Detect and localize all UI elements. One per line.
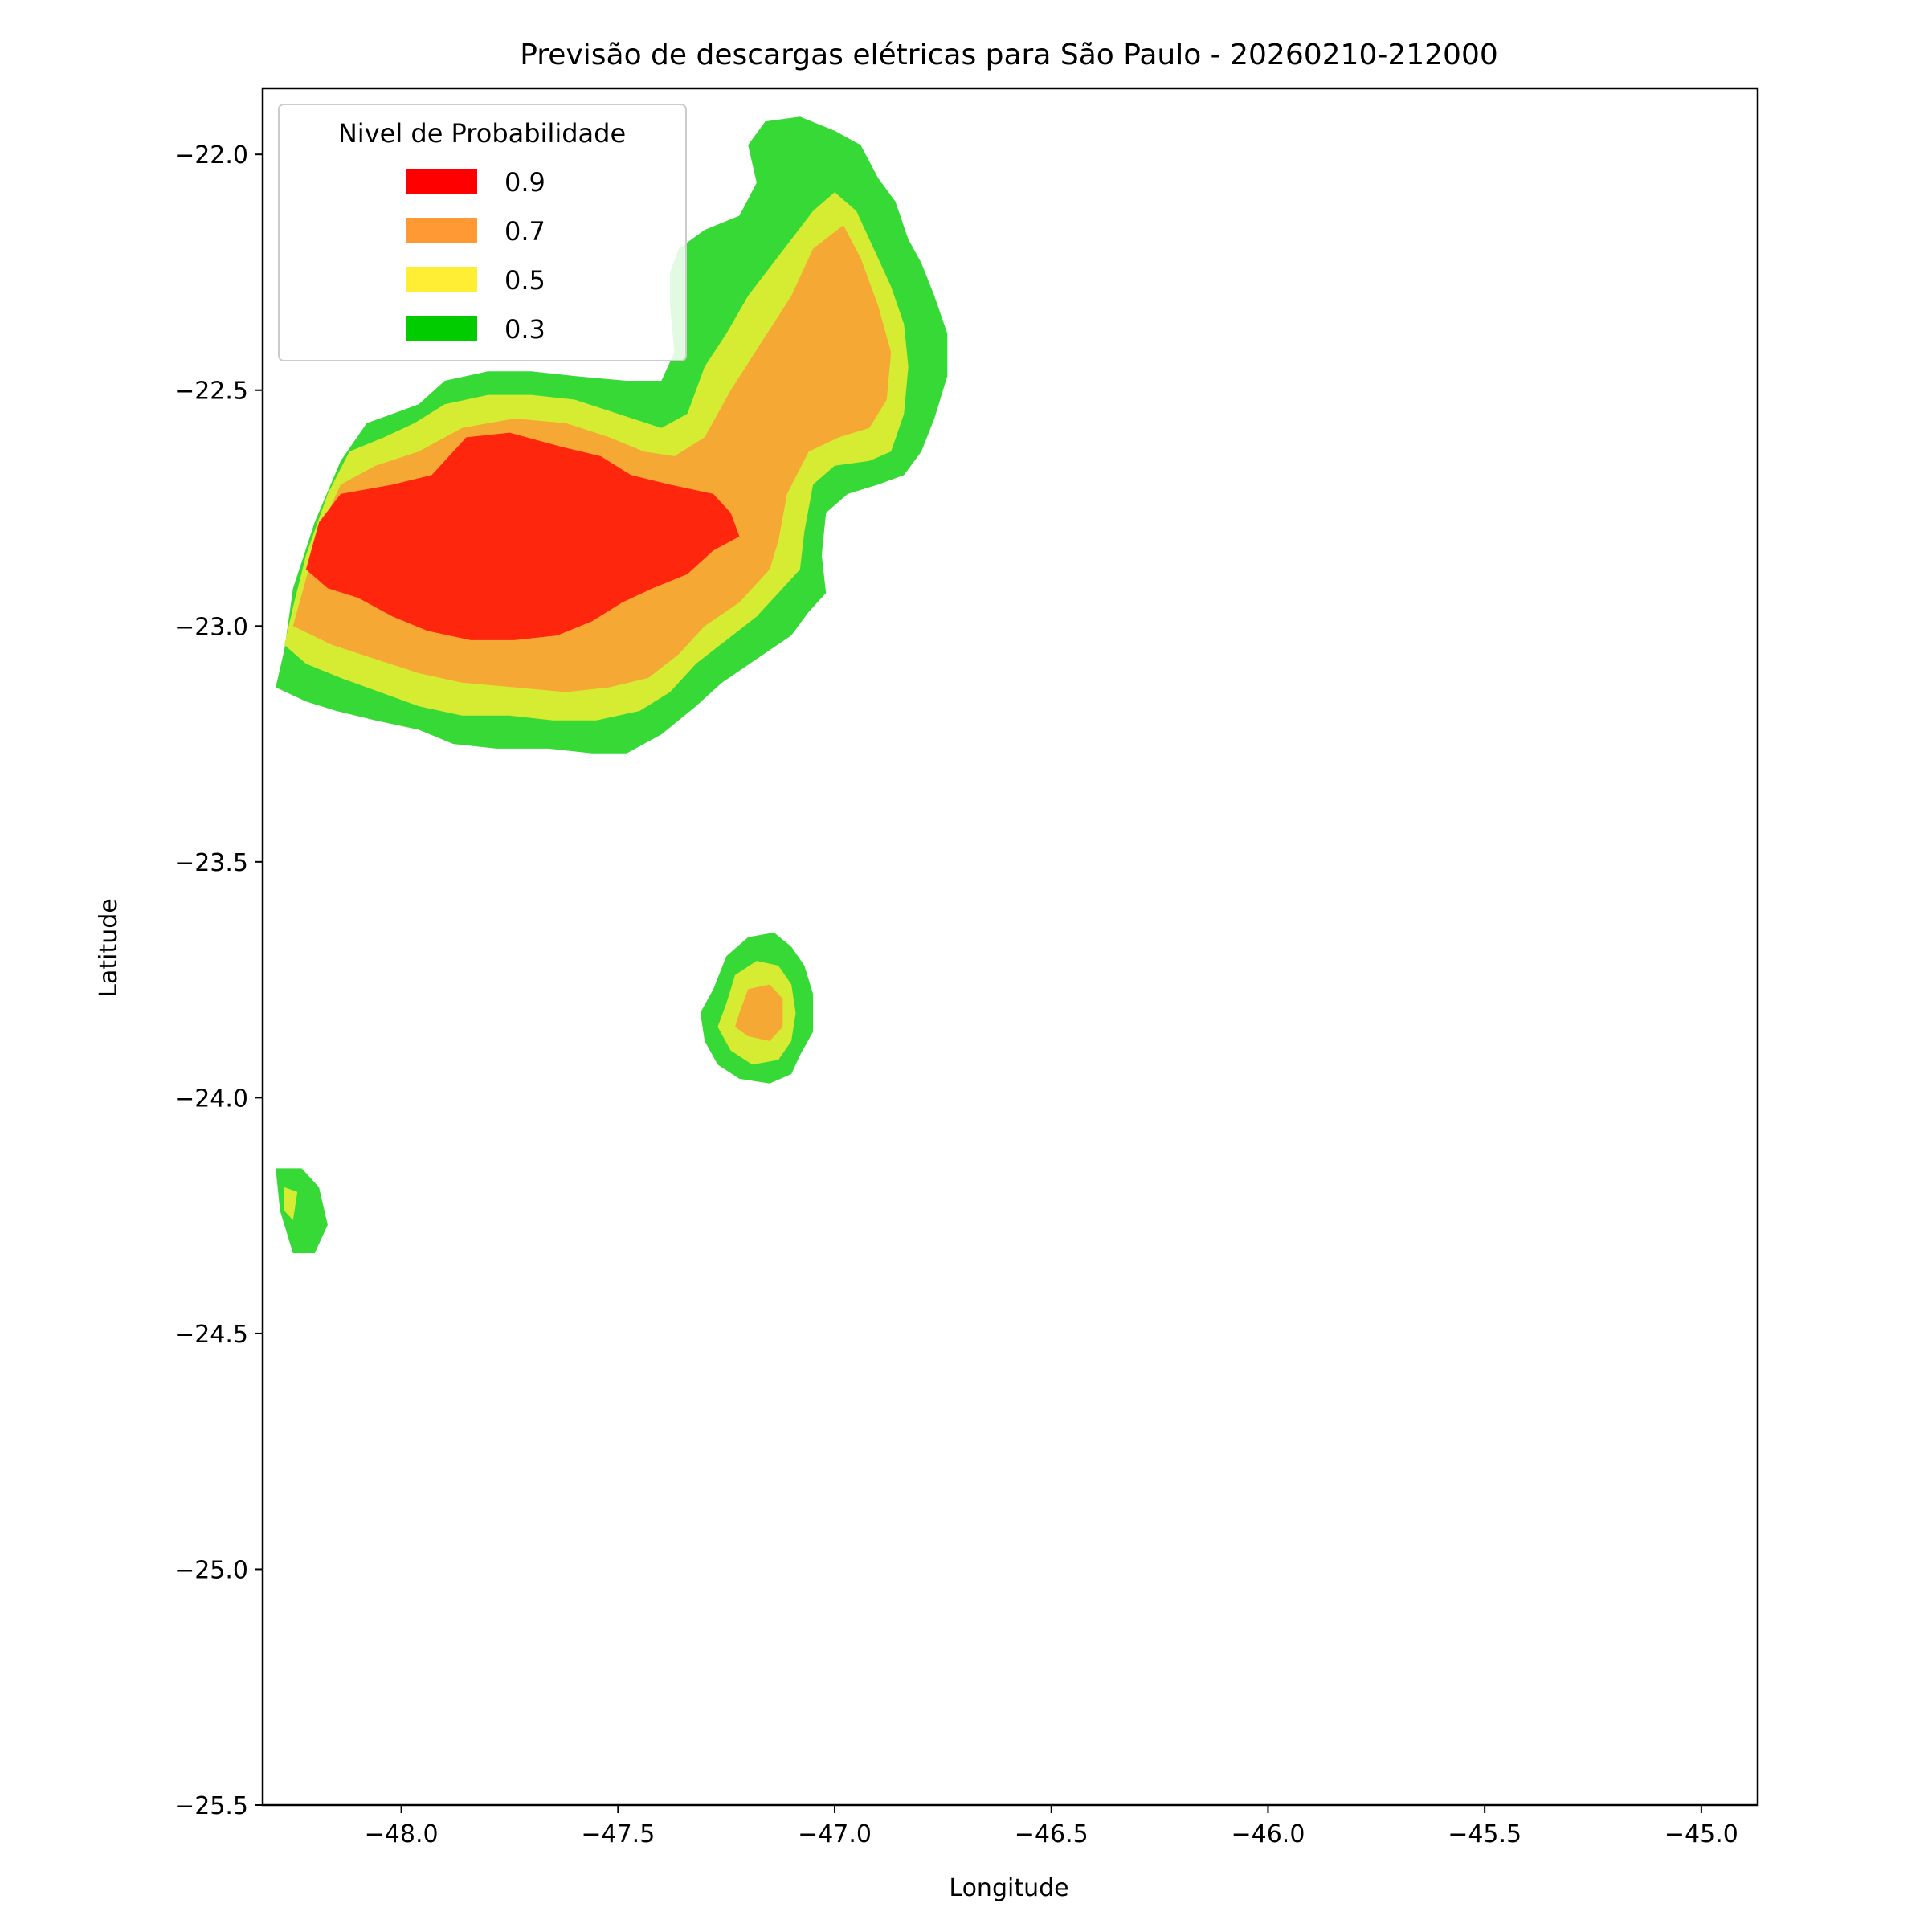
y-tick-label: −23.5: [174, 849, 248, 877]
x-axis: −48.0 −47.5 −47.0 −46.5 −46.0 −45.5 −45.0: [365, 1805, 1738, 1848]
legend-swatch-05: [406, 267, 477, 292]
x-tick-label: −47.0: [798, 1820, 872, 1848]
y-axis: −22.0 −22.5 −23.0 −23.5 −24.0 −24.5 −25.0 −25.5: [174, 141, 263, 1820]
x-tick-label: −45.5: [1448, 1820, 1522, 1848]
legend: Nivel de Probabilidade 0.9 0.7 0.5 0.3: [278, 104, 687, 361]
y-tick-label: −24.0: [174, 1084, 248, 1113]
contour-level-09-region-1: [305, 432, 740, 640]
plot-area: [276, 116, 948, 1254]
contour-level-07-region-2: [735, 984, 783, 1041]
legend-box: [278, 104, 687, 361]
x-axis-label: Longitude: [949, 1874, 1068, 1902]
legend-label-03: 0.3: [504, 314, 545, 345]
y-tick-label: −22.0: [174, 141, 248, 170]
legend-swatch-09: [406, 169, 477, 194]
legend-label-07: 0.7: [504, 216, 545, 247]
x-tick-label: −45.0: [1665, 1820, 1738, 1848]
legend-label-09: 0.9: [504, 167, 545, 198]
legend-label-05: 0.5: [504, 265, 545, 296]
legend-swatch-07: [406, 218, 477, 243]
contour-level-05-region-3: [284, 1187, 298, 1220]
x-tick-label: −46.0: [1231, 1820, 1305, 1848]
axes-frame: [261, 87, 1759, 1807]
y-tick-label: −24.5: [174, 1321, 248, 1349]
legend-title: Nivel de Probabilidade: [338, 118, 626, 149]
x-tick-label: −46.5: [1015, 1820, 1089, 1848]
y-tick-label: −25.5: [174, 1792, 248, 1820]
legend-entries: 0.9 0.7 0.5 0.3: [406, 167, 545, 345]
y-tick-label: −22.5: [174, 378, 248, 406]
x-tick-label: −47.5: [581, 1820, 655, 1848]
legend-swatch-03: [406, 316, 477, 341]
x-tick-label: −48.0: [365, 1820, 439, 1848]
y-axis-label: Latitude: [95, 898, 123, 997]
chart-title: Previsão de descargas elétricas para São…: [520, 39, 1498, 71]
y-tick-label: −23.0: [174, 613, 248, 641]
y-tick-label: −25.0: [174, 1556, 248, 1584]
